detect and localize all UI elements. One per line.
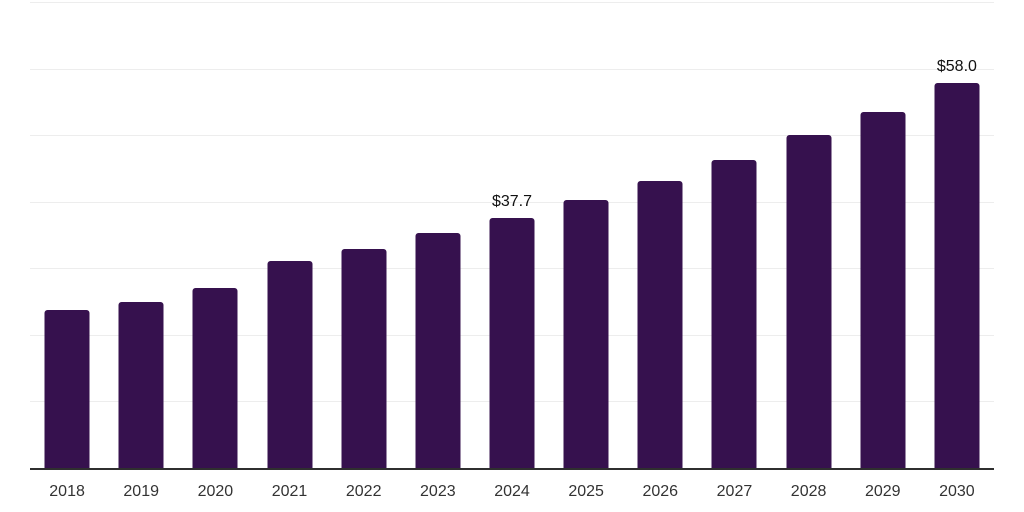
bar-slot-2027 [697,3,771,469]
bar-2025 [563,200,609,469]
x-tick-label-2028: 2028 [790,483,827,500]
value-label-2030: $58.0 [936,57,977,75]
bar-2022 [341,249,387,469]
x-tick-label-2027: 2027 [716,483,753,500]
bar-slot-2018 [30,3,104,469]
bar-slot-2025 [549,3,623,469]
x-tick-label-2026: 2026 [642,483,679,500]
x-tick-label-2023: 2023 [420,483,456,500]
x-tick-label-2024: 2024 [494,483,530,500]
bar-2023 [415,233,461,469]
x-tick-label-2019: 2019 [123,483,159,500]
x-tick-label-2021: 2021 [271,483,308,500]
gridline-60 [30,68,994,70]
bar-slot-2030: $58.0 [920,3,994,469]
gridline-70 [30,2,994,3]
bar-2027 [711,160,757,469]
gridline-40 [30,201,994,203]
bar-2024 [489,218,535,469]
value-label-2024: $37.7 [491,193,533,211]
bar-slot-2024: $37.7 [475,3,549,469]
bar-slot-2019 [104,3,178,469]
bar-slot-2021 [252,3,326,469]
bar-2028 [786,134,832,469]
x-tick-label-2029: 2029 [864,483,901,500]
bar-2021 [267,261,313,469]
bar-2029 [860,112,906,469]
x-tick-label-2030: 2030 [939,483,975,500]
x-tick-label-2025: 2025 [568,483,604,500]
bar-slot-2020 [178,3,252,469]
bar-2030 [934,82,980,469]
x-tick-label-2022: 2022 [345,483,382,500]
gridline-50 [30,135,994,137]
bar-2019 [118,301,164,469]
bar-2018 [44,309,90,469]
x-axis-tick-labels: 2018 2019 2020 2021 2022 2023 2024 2025 2026 2027… [30,483,994,505]
plot-area: $37.7 $58.0 [30,2,994,469]
x-tick-label-2020: 2020 [197,483,234,500]
bar-slot-2029 [846,3,920,469]
bar-2020 [192,287,238,469]
bar-slot-2023 [401,3,475,469]
bar-2026 [637,180,683,469]
bar-slot-2026 [623,3,697,469]
x-axis-line [30,468,994,470]
bar-slot-2022 [327,3,401,469]
x-tick-label-2018: 2018 [49,483,85,500]
bar-slot-2028 [772,3,846,469]
